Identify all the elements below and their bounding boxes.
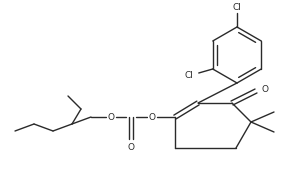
Text: O: O: [127, 142, 135, 152]
Text: O: O: [149, 113, 156, 122]
Text: Cl: Cl: [184, 71, 193, 80]
Text: O: O: [261, 84, 268, 93]
Text: Cl: Cl: [232, 3, 242, 12]
Text: O: O: [107, 113, 114, 122]
